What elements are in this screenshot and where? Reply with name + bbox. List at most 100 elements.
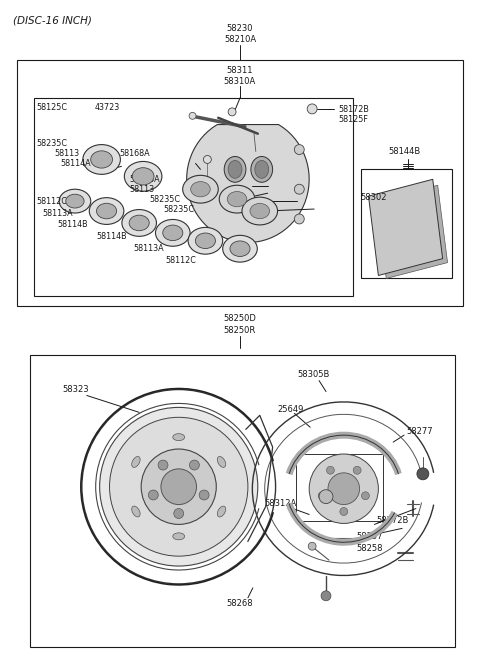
Circle shape — [189, 112, 196, 119]
Ellipse shape — [173, 533, 185, 540]
Text: 58257: 58257 — [357, 532, 383, 541]
Circle shape — [340, 508, 348, 516]
Text: 58210A: 58210A — [224, 35, 256, 44]
Text: 58144B: 58144B — [388, 147, 420, 156]
Ellipse shape — [183, 175, 218, 203]
Circle shape — [361, 492, 369, 500]
Circle shape — [190, 460, 199, 470]
Text: 58113: 58113 — [129, 185, 155, 194]
Ellipse shape — [250, 203, 270, 219]
Bar — [35, 98, 353, 296]
Circle shape — [294, 145, 304, 155]
Ellipse shape — [188, 227, 223, 254]
Text: 58112C: 58112C — [36, 197, 67, 205]
Circle shape — [328, 473, 360, 504]
Text: 58113A: 58113A — [42, 209, 73, 217]
Text: 43723: 43723 — [95, 104, 120, 112]
Polygon shape — [376, 185, 447, 278]
Ellipse shape — [156, 219, 190, 246]
Circle shape — [228, 108, 236, 116]
Circle shape — [158, 460, 168, 470]
Text: 58125C: 58125C — [36, 104, 67, 112]
Text: 58250D: 58250D — [224, 314, 256, 322]
Circle shape — [326, 466, 335, 474]
Bar — [360, 169, 452, 278]
Ellipse shape — [242, 197, 277, 225]
Text: 58113: 58113 — [54, 149, 79, 158]
Circle shape — [294, 184, 304, 194]
Text: 58112C: 58112C — [166, 256, 197, 265]
Ellipse shape — [124, 161, 162, 191]
Ellipse shape — [255, 161, 269, 179]
Text: 58250R: 58250R — [224, 326, 256, 334]
Text: 58277: 58277 — [406, 427, 432, 436]
Ellipse shape — [223, 235, 257, 262]
Ellipse shape — [251, 157, 273, 182]
Ellipse shape — [217, 456, 226, 468]
Ellipse shape — [132, 506, 140, 517]
Circle shape — [309, 454, 378, 523]
Circle shape — [308, 543, 316, 550]
Ellipse shape — [132, 456, 140, 468]
Text: (DISC-16 INCH): (DISC-16 INCH) — [12, 15, 92, 25]
Ellipse shape — [66, 194, 84, 208]
Ellipse shape — [91, 151, 112, 168]
Ellipse shape — [96, 203, 117, 219]
Text: 58114B: 58114B — [96, 232, 127, 242]
Ellipse shape — [173, 434, 185, 441]
Circle shape — [321, 591, 331, 601]
Polygon shape — [187, 124, 309, 242]
Text: 58235C: 58235C — [36, 139, 67, 148]
Circle shape — [174, 508, 184, 518]
Ellipse shape — [89, 197, 124, 224]
Text: 58311: 58311 — [227, 66, 253, 75]
Text: 58312A: 58312A — [264, 499, 297, 508]
Circle shape — [319, 490, 333, 504]
Text: 58114A: 58114A — [60, 159, 91, 168]
Text: 58113A: 58113A — [133, 244, 164, 254]
Text: 58310A: 58310A — [224, 77, 256, 86]
Text: 58125F: 58125F — [339, 115, 369, 124]
Circle shape — [141, 449, 216, 524]
Bar — [17, 60, 463, 306]
Text: 58305B: 58305B — [297, 370, 330, 379]
Text: 58235C: 58235C — [163, 205, 194, 213]
Ellipse shape — [122, 209, 156, 236]
Ellipse shape — [195, 233, 216, 249]
Text: 58114B: 58114B — [57, 220, 88, 229]
Text: 58172B: 58172B — [339, 106, 370, 114]
Text: 58230: 58230 — [227, 24, 253, 33]
Circle shape — [353, 466, 361, 474]
Text: 58302: 58302 — [360, 193, 387, 201]
Circle shape — [148, 490, 158, 500]
Ellipse shape — [191, 181, 210, 197]
Text: 58114A: 58114A — [129, 175, 160, 184]
Ellipse shape — [219, 185, 255, 213]
Text: 58268: 58268 — [227, 599, 253, 608]
Circle shape — [204, 155, 211, 163]
Circle shape — [307, 104, 317, 114]
Circle shape — [100, 407, 258, 566]
Circle shape — [161, 469, 196, 504]
Ellipse shape — [224, 157, 246, 182]
Ellipse shape — [132, 168, 154, 185]
Text: 25649: 25649 — [277, 405, 304, 414]
Ellipse shape — [163, 225, 183, 241]
Circle shape — [109, 417, 248, 556]
Ellipse shape — [59, 189, 91, 213]
Ellipse shape — [129, 215, 149, 231]
Polygon shape — [369, 179, 443, 276]
Ellipse shape — [217, 506, 226, 517]
Circle shape — [318, 492, 326, 500]
Ellipse shape — [230, 241, 250, 256]
Circle shape — [417, 468, 429, 480]
Text: 58323: 58323 — [62, 385, 89, 394]
Circle shape — [199, 490, 209, 500]
Text: 58235C: 58235C — [149, 195, 180, 203]
Bar — [296, 454, 384, 521]
Ellipse shape — [227, 191, 247, 207]
Ellipse shape — [83, 145, 120, 175]
Circle shape — [294, 214, 304, 224]
Text: 58168A: 58168A — [120, 149, 150, 158]
Text: 58258: 58258 — [357, 544, 383, 553]
